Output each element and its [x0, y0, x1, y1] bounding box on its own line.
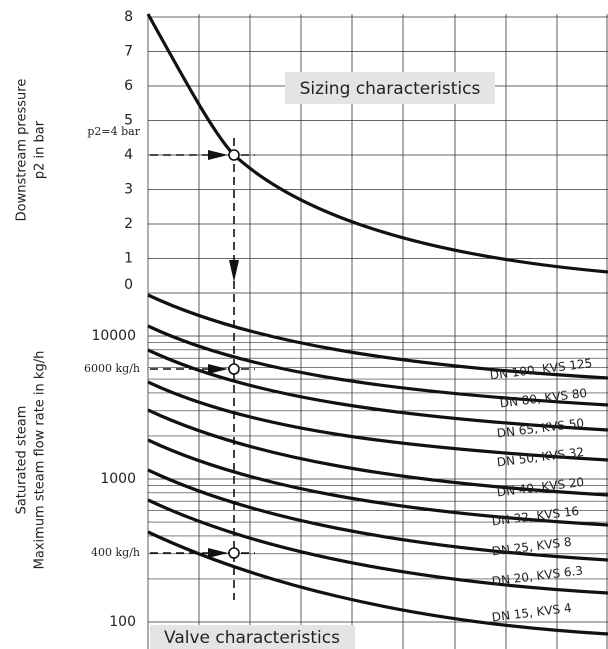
valve-curve	[147, 498, 608, 595]
point	[228, 149, 240, 161]
axis-label: Saturated steam	[15, 406, 30, 515]
axis-label: Maximum steam flow rate in kg/h	[33, 351, 48, 570]
valve-curves: DN 100, KVS 125 DN 80, KVS 80 DN 65, KVS 5…	[147, 293, 608, 636]
tick-label: 1000	[100, 471, 136, 487]
tick-label: 7	[124, 44, 133, 60]
curve-label: DN 40, KVS 20	[496, 475, 585, 500]
valve-box	[150, 625, 355, 649]
marker-label: 6000 kg/h	[84, 362, 140, 375]
tick-label: 0	[124, 277, 133, 293]
tick-label: 3	[124, 182, 133, 198]
tick-label: 4	[124, 147, 133, 163]
axis-label: Downstream pressure	[15, 79, 30, 222]
valve-curve	[147, 380, 608, 462]
pressure-curve	[146, 13, 608, 274]
valve-curve	[147, 408, 608, 497]
tick-label: 5	[124, 113, 133, 129]
valve-curve	[147, 438, 608, 527]
valve-curve	[147, 293, 608, 380]
sizing-box	[285, 72, 495, 104]
tick-label: 1	[124, 251, 133, 267]
curve-label: DN 50, KVS 32	[496, 445, 585, 470]
curve-label: DN 32, KVS 16	[491, 504, 580, 529]
valve-curve	[147, 530, 608, 636]
valve-curve	[147, 468, 608, 562]
marker-label: p2=4 bar	[87, 125, 140, 138]
valve-curve	[147, 348, 608, 432]
tick-label: 100	[109, 614, 136, 630]
axis-label: p2 in bar	[33, 120, 48, 179]
curve-label: DN 65, KVS 50	[496, 416, 585, 441]
point	[228, 547, 240, 559]
valve-curve	[147, 324, 608, 407]
valve-title: Valve characteristics	[164, 628, 340, 648]
tick-label: 2	[124, 216, 133, 232]
marker-label: 400 kg/h	[91, 546, 140, 559]
curve-label: DN 100, KVS 125	[489, 356, 593, 382]
curve-label: DN 80, KVS 80	[499, 386, 588, 411]
point	[228, 363, 240, 375]
tick-label: 10000	[91, 328, 136, 344]
tick-label: 6	[124, 78, 133, 94]
tick-label: 8	[124, 9, 133, 25]
sizing-title: Sizing characteristics	[300, 79, 481, 99]
curve-label: DN 15, KVS 4	[491, 601, 572, 625]
curve-label: DN 20, KVS 6.3	[491, 563, 584, 588]
